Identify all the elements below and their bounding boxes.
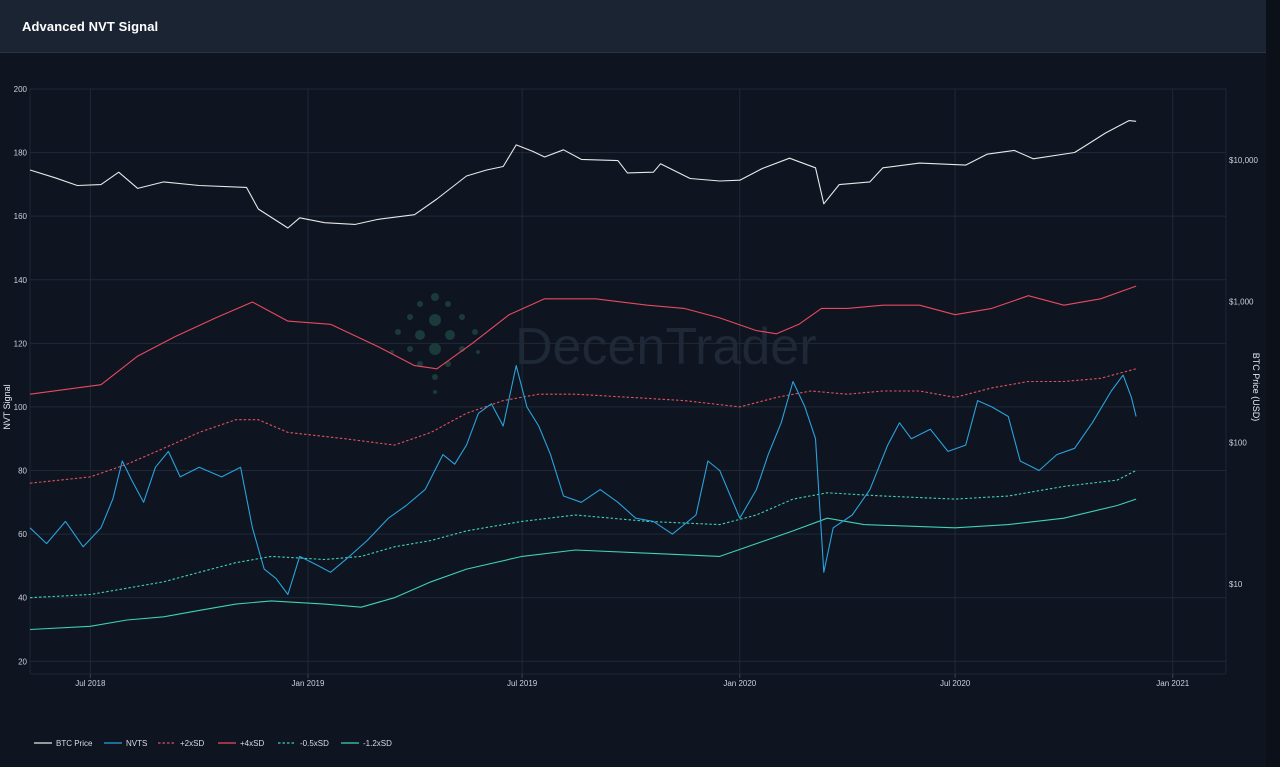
y-tick-label: 80 (18, 467, 27, 476)
nvt-chart: DecenTrader 200 180 160 140 120 100 80 60 40 20 $1… (2, 85, 1261, 748)
watermark-dot (417, 301, 423, 307)
y-tick-label: 140 (14, 276, 28, 285)
watermark-dot (445, 330, 455, 340)
watermark-dot (407, 314, 413, 320)
y-right-tick-label: $10,000 (1229, 156, 1258, 165)
legend-label[interactable]: +4xSD (240, 739, 264, 748)
page-title: Advanced NVT Signal (22, 19, 159, 34)
watermark-text: DecenTrader (515, 318, 817, 376)
legend-label[interactable]: +2xSD (180, 739, 204, 748)
page-scrollbar[interactable] (1266, 0, 1280, 767)
watermark-dot (433, 390, 437, 394)
y-axis-right-title: BTC Price (USD) (1251, 353, 1261, 422)
y-tick-label: 20 (18, 657, 27, 666)
series-line-btc-price (29, 120, 1137, 229)
watermark-dot (472, 329, 478, 335)
watermark-dot (417, 361, 423, 367)
series-layer (29, 120, 1137, 631)
series-line--0-5xsd (29, 470, 1137, 599)
watermark-dot (429, 314, 441, 326)
watermark-dot (429, 343, 441, 355)
legend-label[interactable]: BTC Price (56, 739, 93, 748)
y-right-tick-label: $10 (1229, 580, 1243, 589)
y-tick-label: 60 (18, 530, 27, 539)
x-tick-label: Jan 2021 (1156, 679, 1189, 688)
y-tick-label: 100 (14, 403, 28, 412)
legend: BTC Price NVTS +2xSD +4xSD -0.5xSD -1.2xSD (34, 739, 392, 748)
series-line-nvts (29, 365, 1137, 596)
y-right-tick-label: $1,000 (1229, 297, 1254, 306)
grid (29, 88, 1227, 675)
y-axis-left-title: NVT Signal (2, 384, 12, 429)
header-bar: Advanced NVT Signal (0, 0, 1266, 53)
watermark-dot (415, 330, 425, 340)
x-tick-label: Jan 2019 (292, 679, 325, 688)
y-tick-label: 40 (18, 594, 27, 603)
legend-label[interactable]: -0.5xSD (300, 739, 329, 748)
y-tick-label: 180 (14, 149, 28, 158)
y-right-tick-label: $100 (1229, 439, 1247, 448)
y-tick-label: 160 (14, 212, 28, 221)
x-tick-label: Jan 2020 (723, 679, 756, 688)
watermark-dot (476, 350, 480, 354)
watermark-dot (432, 374, 438, 380)
watermark-dot (407, 346, 413, 352)
series-line--4xsd (29, 285, 1137, 395)
series-line--2xsd (29, 368, 1137, 484)
axes: 200 180 160 140 120 100 80 60 40 20 $10,000 $1,000 $… (14, 85, 1259, 688)
y-tick-label: 120 (14, 339, 28, 348)
watermark-dot (459, 314, 465, 320)
legend-label[interactable]: -1.2xSD (363, 739, 392, 748)
x-tick-label: Jul 2018 (75, 679, 106, 688)
y-tick-label: 200 (14, 85, 28, 94)
x-tick-label: Jul 2019 (507, 679, 538, 688)
x-tick-label: Jul 2020 (940, 679, 971, 688)
watermark-dot (445, 301, 451, 307)
watermark-dot (459, 346, 465, 352)
watermark: DecenTrader (390, 293, 817, 394)
watermark-dot (431, 293, 439, 301)
watermark-dot (395, 329, 401, 335)
series-line--1-2xsd (29, 498, 1137, 631)
legend-label[interactable]: NVTS (126, 739, 147, 748)
